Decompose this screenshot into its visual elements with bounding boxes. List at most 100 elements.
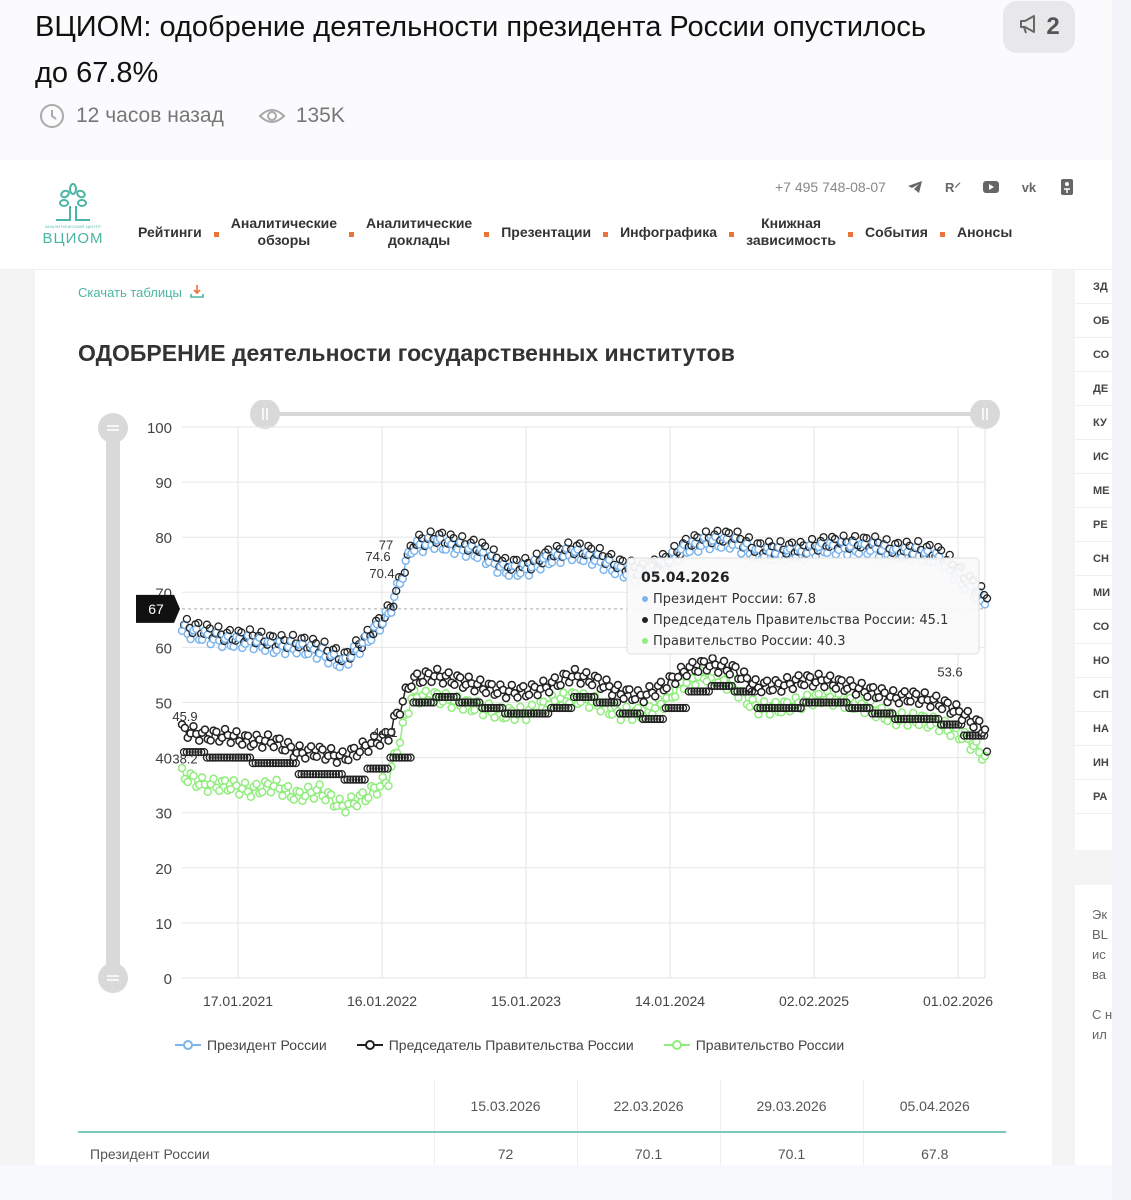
- nav-separator: [939, 231, 945, 237]
- view-count: 135K: [295, 104, 345, 127]
- sidebar-item[interactable]: ОБ: [1075, 304, 1112, 338]
- data-table: 15.03.2026 22.03.2026 29.03.2026 05.04.2…: [78, 1080, 1006, 1165]
- page-bottom: [0, 1165, 1112, 1200]
- legend-item-government[interactable]: Правительство России: [663, 1037, 845, 1053]
- sidebar-item[interactable]: РА: [1075, 780, 1112, 814]
- sidebar-item[interactable]: ДЕ: [1075, 372, 1112, 406]
- svg-text:Правительство России: 40.3: Правительство России: 40.3: [653, 634, 846, 649]
- sidebar-item[interactable]: НО: [1075, 644, 1112, 678]
- nav-separator: [213, 231, 219, 237]
- page-right-gutter: [1112, 0, 1131, 1200]
- sidebar-item[interactable]: КУ: [1075, 406, 1112, 440]
- vciom-logo[interactable]: АНАЛИТИЧЕСКИЙ ЦЕНТР ВЦИОМ: [30, 182, 116, 252]
- nav-announcements[interactable]: Анонсы: [956, 223, 1013, 240]
- chart-title: ОДОБРЕНИЕ деятельности государственных и…: [78, 340, 735, 366]
- odnoklassniki-icon[interactable]: [1058, 178, 1076, 196]
- youtube-icon[interactable]: [982, 178, 1000, 196]
- sidebar-item[interactable]: СО: [1075, 610, 1112, 644]
- nav-analytic-reports[interactable]: Аналитические доклады: [365, 215, 473, 248]
- nav-events[interactable]: События: [865, 223, 928, 240]
- nav-separator: [603, 231, 609, 237]
- table-cell: 70.1: [719, 1132, 863, 1165]
- sidebar-item[interactable]: НА: [1075, 712, 1112, 746]
- chart-panel: Скачать таблицы ОДОБРЕНИЕ деятельности г…: [35, 270, 1052, 1165]
- sidebar-item[interactable]: ЗД: [1075, 270, 1112, 304]
- table-cell: 72: [433, 1132, 577, 1165]
- table-header-cell: [78, 1080, 434, 1133]
- sidebar-text-line: ва: [1092, 967, 1106, 982]
- sidebar-item[interactable]: РЕ: [1075, 508, 1112, 542]
- download-tables-link[interactable]: Скачать таблицы: [78, 284, 204, 301]
- svg-text:70.4: 70.4: [369, 566, 394, 581]
- download-icon: [190, 284, 204, 301]
- chart[interactable]: 0 10 20 30 40 50 60 70 80 90 100 17.01.2021 16.01.20…: [90, 399, 1050, 1060]
- nav-separator: [729, 231, 735, 237]
- nav-presentations[interactable]: Презентации: [501, 223, 592, 240]
- svg-text:90: 90: [155, 475, 172, 492]
- phone-link[interactable]: +7 495 748-08-07: [775, 179, 886, 195]
- svg-text:60: 60: [155, 640, 172, 657]
- svg-text:20: 20: [155, 861, 172, 878]
- svg-text:10: 10: [155, 916, 172, 933]
- svg-text:17.01.2021: 17.01.2021: [203, 993, 273, 1009]
- header-contacts: +7 495 748-08-07 R⸍ vk: [775, 178, 1076, 196]
- svg-text:14.01.2024: 14.01.2024: [635, 993, 705, 1009]
- svg-text:44.1: 44.1: [372, 725, 397, 740]
- logo-subtitle: АНАЛИТИЧЕСКИЙ ЦЕНТР: [45, 224, 101, 229]
- legend-label: Правительство России: [695, 1037, 845, 1053]
- svg-text:74.6: 74.6: [365, 549, 390, 564]
- table-cell: 67.8: [862, 1132, 1006, 1165]
- article-meta: 12 часов назад 135K: [38, 102, 345, 130]
- svg-text:77: 77: [379, 538, 393, 553]
- nav-book-addiction[interactable]: Книжная зависимость: [746, 215, 837, 248]
- clock-icon: [38, 102, 66, 130]
- sidebar-text-line: С н: [1092, 1007, 1112, 1022]
- main-nav: Рейтинги Аналитические обзоры Аналитичес…: [130, 212, 1020, 252]
- megaphone-icon: [1018, 13, 1040, 42]
- sidebar-text-line: BL: [1092, 927, 1108, 942]
- svg-text:05.04.2026: 05.04.2026: [641, 570, 730, 586]
- nav-analytic-reviews[interactable]: Аналитические обзоры: [230, 215, 337, 248]
- svg-text:50: 50: [155, 696, 172, 713]
- row-label: Президент России: [90, 1145, 210, 1162]
- legend-item-pm[interactable]: Председатель Правительства России: [356, 1037, 634, 1053]
- svg-text:01.02.2026: 01.02.2026: [923, 993, 993, 1009]
- sidebar-item[interactable]: СП: [1075, 678, 1112, 712]
- logo-text: ВЦИОМ: [42, 230, 104, 247]
- svg-text:02.02.2025: 02.02.2025: [779, 993, 849, 1009]
- table-header-cell: 05.04.2026: [862, 1080, 1006, 1133]
- legend-item-president[interactable]: Президент России: [175, 1037, 327, 1053]
- svg-text:100: 100: [147, 420, 172, 437]
- nav-infographics[interactable]: Инфографика: [620, 223, 718, 240]
- vk-icon[interactable]: vk: [1021, 179, 1037, 195]
- table-row: Президент России 72 70.1 70.1 67.8: [78, 1132, 1006, 1165]
- announce-badge-button[interactable]: 2: [1003, 1, 1075, 53]
- svg-text:45.9: 45.9: [172, 709, 197, 724]
- nav-ratings[interactable]: Рейтинги: [138, 223, 202, 240]
- svg-text:38.2: 38.2: [172, 752, 197, 767]
- nav-separator: [484, 231, 490, 237]
- sidebar-item[interactable]: ИС: [1075, 440, 1112, 474]
- table-header-cell: 15.03.2026: [433, 1080, 577, 1133]
- svg-text:40: 40: [155, 751, 172, 768]
- article-title: ВЦИОМ: одобрение деятельности президента…: [35, 11, 927, 89]
- chart-legend: Президент России Председатель Правительс…: [175, 1037, 844, 1053]
- svg-text:Президент России: 67.8: Президент России: 67.8: [653, 592, 816, 607]
- sidebar-item[interactable]: СН: [1075, 542, 1112, 576]
- sidebar-item[interactable]: МЕ: [1075, 474, 1112, 508]
- sidebar-text-line: ил: [1092, 1027, 1107, 1042]
- svg-text:15.01.2023: 15.01.2023: [491, 993, 561, 1009]
- nav-separator: [848, 231, 854, 237]
- sidebar-item[interactable]: ИН: [1075, 746, 1112, 780]
- table-header-cell: 22.03.2026: [576, 1080, 720, 1133]
- embedded-screenshot: АНАЛИТИЧЕСКИЙ ЦЕНТР ВЦИОМ Рейтинги Анали…: [0, 160, 1112, 1165]
- telegram-icon[interactable]: [906, 178, 924, 196]
- legend-label: Председатель Правительства России: [388, 1037, 634, 1053]
- download-label: Скачать таблицы: [78, 285, 182, 300]
- sidebar-item[interactable]: МИ: [1075, 576, 1112, 610]
- rutube-icon[interactable]: R⸍: [944, 180, 961, 195]
- sidebar-item[interactable]: СО: [1075, 338, 1112, 372]
- badge-count: 2: [1046, 13, 1060, 40]
- sidebar-text-line: ис: [1092, 947, 1106, 962]
